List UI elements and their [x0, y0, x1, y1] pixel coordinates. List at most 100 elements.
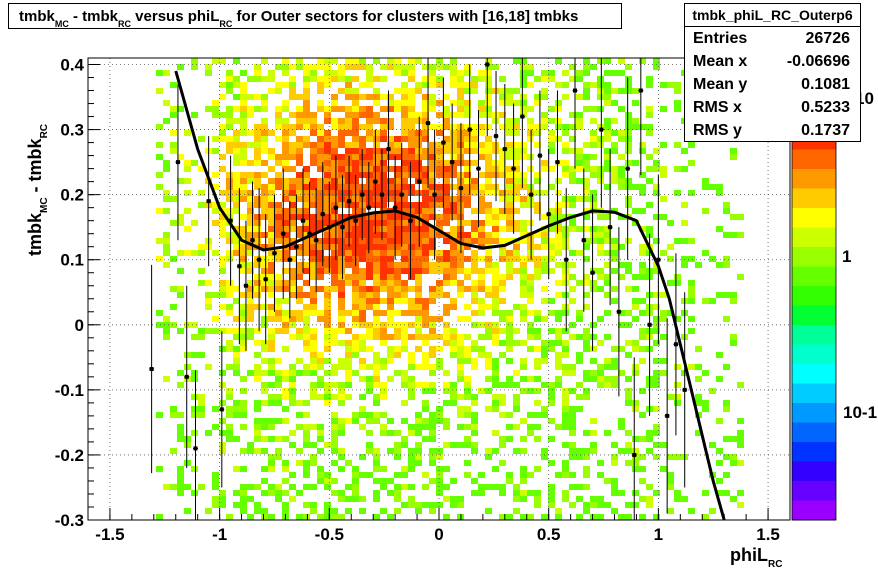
heatmap-cell: [590, 118, 597, 124]
heatmap-cell: [219, 496, 226, 502]
heatmap-cell: [422, 436, 429, 442]
heatmap-cell: [492, 382, 499, 388]
heatmap-cell: [247, 232, 254, 238]
heatmap-cell: [359, 142, 366, 148]
heatmap-cell: [555, 508, 562, 514]
heatmap-cell: [506, 124, 513, 130]
heatmap-cell: [247, 310, 254, 316]
heatmap-cell: [317, 478, 324, 484]
heatmap-cell: [520, 376, 527, 382]
heatmap-cell: [520, 76, 527, 82]
heatmap-cell: [541, 406, 548, 412]
heatmap-cell: [366, 220, 373, 226]
heatmap-cell: [737, 382, 744, 388]
heatmap-cell: [282, 82, 289, 88]
heatmap-cell: [576, 334, 583, 340]
x-tick-label: -1.5: [95, 525, 124, 544]
heatmap-cell: [317, 472, 324, 478]
heatmap-cell: [604, 310, 611, 316]
heatmap-cell: [345, 196, 352, 202]
heatmap-cell: [275, 304, 282, 310]
heatmap-cell: [464, 100, 471, 106]
heatmap-cell: [170, 220, 177, 226]
heatmap-cell: [415, 346, 422, 352]
heatmap-cell: [317, 274, 324, 280]
heatmap-cell: [492, 286, 499, 292]
heatmap-cell: [282, 214, 289, 220]
heatmap-cell: [254, 106, 261, 112]
y-tick-label: 0.1: [60, 251, 84, 270]
heatmap-cell: [639, 346, 646, 352]
heatmap-cell: [618, 322, 625, 328]
heatmap-cell: [520, 496, 527, 502]
heatmap-cell: [625, 400, 632, 406]
heatmap-cell: [471, 430, 478, 436]
heatmap-cell: [513, 220, 520, 226]
heatmap-cell: [303, 106, 310, 112]
heatmap-cell: [247, 484, 254, 490]
heatmap-cell: [674, 82, 681, 88]
heatmap-cell: [345, 484, 352, 490]
heatmap-cell: [373, 238, 380, 244]
heatmap-cell: [282, 346, 289, 352]
heatmap-cell: [583, 196, 590, 202]
heatmap-cell: [268, 208, 275, 214]
heatmap-cell: [247, 208, 254, 214]
heatmap-cell: [268, 280, 275, 286]
heatmap-cell: [541, 262, 548, 268]
heatmap-cell: [716, 352, 723, 358]
heatmap-cell: [352, 58, 359, 64]
heatmap-cell: [254, 292, 261, 298]
heatmap-cell: [233, 328, 240, 334]
heatmap-cell: [667, 472, 674, 478]
heatmap-cell: [422, 76, 429, 82]
heatmap-cell: [450, 280, 457, 286]
heatmap-cell: [422, 124, 429, 130]
heatmap-cell: [338, 190, 345, 196]
heatmap-cell: [471, 478, 478, 484]
heatmap-cell: [429, 352, 436, 358]
heatmap-cell: [513, 190, 520, 196]
heatmap-cell: [611, 454, 618, 460]
heatmap-cell: [604, 358, 611, 364]
heatmap-cell: [408, 106, 415, 112]
heatmap-cell: [387, 220, 394, 226]
heatmap-cell: [233, 142, 240, 148]
heatmap-cell: [478, 208, 485, 214]
heatmap-cell: [471, 256, 478, 262]
heatmap-cell: [394, 334, 401, 340]
heatmap-cell: [499, 484, 506, 490]
heatmap-cell: [737, 490, 744, 496]
heatmap-cell: [240, 178, 247, 184]
heatmap-cell: [415, 424, 422, 430]
heatmap-cell: [212, 172, 219, 178]
heatmap-cell: [177, 490, 184, 496]
heatmap-cell: [576, 70, 583, 76]
heatmap-cell: [226, 142, 233, 148]
heatmap-cell: [618, 244, 625, 250]
heatmap-cell: [324, 508, 331, 514]
heatmap-cell: [604, 334, 611, 340]
heatmap-cell: [478, 238, 485, 244]
heatmap-cell: [541, 244, 548, 250]
heatmap-cell: [275, 178, 282, 184]
heatmap-cell: [443, 400, 450, 406]
heatmap-cell: [198, 268, 205, 274]
heatmap-cell: [261, 106, 268, 112]
heatmap-cell: [415, 82, 422, 88]
heatmap-cell: [233, 106, 240, 112]
heatmap-cell: [303, 262, 310, 268]
heatmap-cell: [541, 232, 548, 238]
heatmap-cell: [240, 466, 247, 472]
heatmap-cell: [527, 298, 534, 304]
heatmap-cell: [450, 496, 457, 502]
heatmap-cell: [310, 304, 317, 310]
heatmap-cell: [583, 502, 590, 508]
heatmap-cell: [219, 490, 226, 496]
heatmap-cell: [492, 64, 499, 70]
heatmap-cell: [576, 514, 583, 520]
profile-point: [149, 367, 154, 372]
heatmap-cell: [422, 418, 429, 424]
heatmap-cell: [471, 346, 478, 352]
heatmap-cell: [436, 166, 443, 172]
